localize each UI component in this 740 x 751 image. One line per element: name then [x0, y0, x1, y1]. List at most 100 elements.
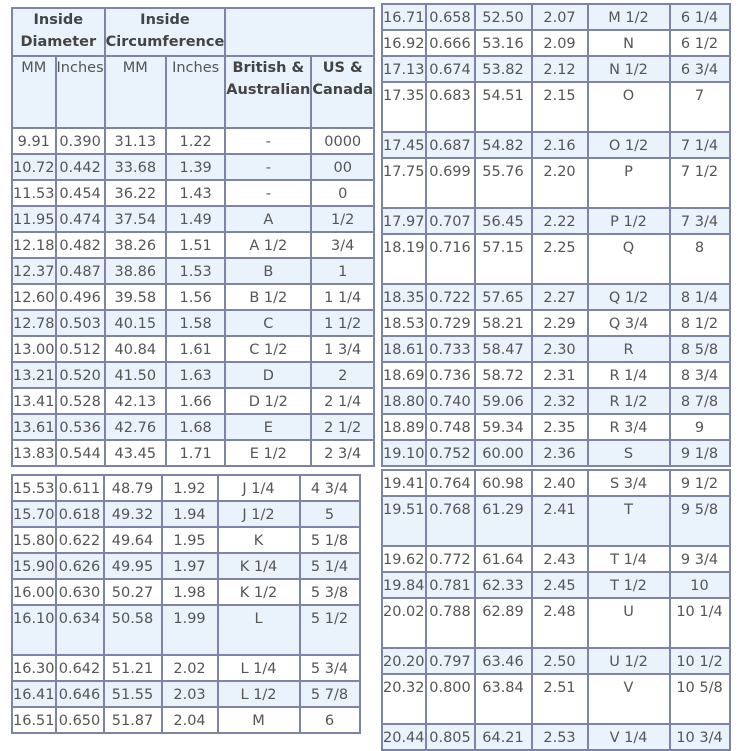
circumference-inches-cell: 1.97 — [160, 552, 219, 580]
british-size-cell: - — [224, 179, 313, 207]
circumference-inches-cell: 1.49 — [164, 205, 227, 233]
table-row: 13.41 0.528 42.13 1.66 D 1/2 2 1/4 — [11, 387, 376, 415]
circumference-inches-cell: 1.98 — [160, 578, 219, 606]
header-diameter-mm: MM — [11, 55, 57, 129]
british-size-cell: T 1/4 — [586, 545, 671, 573]
circumference-mm-cell: 60.98 — [473, 469, 533, 497]
diameter-inches-cell: 0.699 — [424, 157, 476, 209]
circumference-inches-cell: 2.31 — [530, 361, 589, 389]
diameter-inches-cell: 0.666 — [424, 29, 476, 57]
diameter-inches-cell: 0.496 — [54, 283, 106, 311]
circumference-inches-cell: 2.53 — [530, 723, 589, 751]
british-size-cell: K 1/4 — [216, 552, 301, 580]
circumference-inches-cell: 2.03 — [160, 680, 219, 708]
british-size-cell: N — [586, 29, 671, 57]
circumference-inches-cell: 1.71 — [164, 439, 227, 467]
diameter-mm-cell: 13.21 — [11, 361, 57, 389]
circumference-mm-cell: 37.54 — [103, 205, 168, 233]
diameter-inches-cell: 0.805 — [424, 723, 476, 751]
circumference-mm-cell: 42.76 — [103, 413, 168, 441]
us-size-cell: 1/2 — [310, 205, 376, 233]
us-size-cell: 10 5/8 — [668, 673, 731, 725]
circumference-mm-cell: 33.68 — [103, 153, 168, 181]
british-size-cell: - — [224, 153, 313, 181]
circumference-inches-cell: 1.58 — [164, 309, 227, 337]
us-size-cell: 5 1/4 — [298, 552, 361, 580]
us-size-cell: 3/4 — [310, 231, 376, 259]
us-size-cell: 7 1/4 — [668, 131, 731, 159]
table-row: 11.53 0.454 36.22 1.43-0 — [11, 179, 376, 207]
diameter-mm-cell: 18.53 — [381, 309, 427, 337]
british-size-cell: R 1/4 — [586, 361, 671, 389]
diameter-inches-cell: 0.474 — [54, 205, 106, 233]
us-size-cell: 8 3/4 — [668, 361, 731, 389]
us-size-cell: 6 — [298, 706, 361, 734]
table-row: 16.00 0.630 50.27 1.98 K 1/2 5 3/8 — [11, 578, 361, 606]
diameter-mm-cell: 19.51 — [381, 495, 427, 547]
circumference-inches-cell: 1.68 — [164, 413, 227, 441]
table-row: 17.97 0.707 56.45 2.22 P 1/2 7 3/4 — [381, 207, 731, 235]
diameter-inches-cell: 0.454 — [54, 179, 106, 207]
diameter-inches-cell: 0.736 — [424, 361, 476, 389]
diameter-inches-cell: 0.658 — [424, 3, 476, 31]
british-size-cell: R 3/4 — [586, 413, 671, 441]
us-size-cell: 5 — [298, 500, 361, 528]
circumference-mm-cell: 48.79 — [102, 474, 163, 502]
table-row: 16.51 0.650 51.87 2.04 M 6 — [11, 706, 361, 734]
diameter-mm-cell: 11.95 — [11, 205, 57, 233]
british-size-cell: R — [586, 335, 671, 363]
diameter-inches-cell: 0.772 — [424, 545, 476, 573]
diameter-mm-cell: 15.80 — [11, 526, 57, 554]
diameter-inches-cell: 0.487 — [54, 257, 106, 285]
british-size-cell: - — [224, 127, 313, 155]
diameter-mm-cell: 12.37 — [11, 257, 57, 285]
table-row: 17.45 0.687 54.82 2.16 O 1/2 7 1/4 — [381, 131, 731, 159]
circumference-inches-cell: 1.94 — [160, 500, 219, 528]
british-size-cell: V — [586, 673, 671, 725]
diameter-mm-cell: 9.91 — [11, 127, 57, 155]
us-size-cell: 6 1/4 — [668, 3, 731, 31]
us-size-cell: 0000 — [310, 127, 376, 155]
diameter-inches-cell: 0.733 — [424, 335, 476, 363]
circumference-mm-cell: 59.34 — [473, 413, 533, 441]
us-size-cell: 9 1/8 — [668, 439, 731, 467]
circumference-inches-cell: 2.51 — [530, 673, 589, 725]
diameter-inches-cell: 0.630 — [54, 578, 105, 606]
diameter-mm-cell: 12.78 — [11, 309, 57, 337]
ring-size-table-section-3: 16.71 0.658 52.50 2.07 M 1/2 6 1/4 16.92 0.666 5… — [381, 3, 731, 467]
diameter-mm-cell: 13.00 — [11, 335, 57, 363]
diameter-mm-cell: 18.80 — [381, 387, 427, 415]
diameter-mm-cell: 13.41 — [11, 387, 57, 415]
diameter-inches-cell: 0.768 — [424, 495, 476, 547]
circumference-mm-cell: 49.95 — [102, 552, 163, 580]
us-size-cell: 6 1/2 — [668, 29, 731, 57]
diameter-inches-cell: 0.800 — [424, 673, 476, 725]
table-row: 16.30 0.642 51.21 2.02 L 1/4 5 3/4 — [11, 654, 361, 682]
diameter-inches-cell: 0.729 — [424, 309, 476, 337]
diameter-inches-cell: 0.618 — [54, 500, 105, 528]
circumference-mm-cell: 39.58 — [103, 283, 168, 311]
table-row: 18.89 0.748 59.34 2.35 R 3/4 9 — [381, 413, 731, 441]
british-size-cell: J 1/2 — [216, 500, 301, 528]
diameter-inches-cell: 0.622 — [54, 526, 105, 554]
circumference-inches-cell: 2.27 — [530, 283, 589, 311]
us-size-cell: 5 3/8 — [298, 578, 361, 606]
table-row: 15.70 0.618 49.32 1.94 J 1/2 5 — [11, 500, 361, 528]
diameter-mm-cell: 17.45 — [381, 131, 427, 159]
diameter-inches-cell: 0.722 — [424, 283, 476, 311]
us-size-cell: 9 3/4 — [668, 545, 731, 573]
table-row: 18.80 0.740 59.06 2.32 R 1/2 8 7/8 — [381, 387, 731, 415]
table-row: 15.90 0.626 49.95 1.97 K 1/4 5 1/4 — [11, 552, 361, 580]
british-size-cell: B — [224, 257, 313, 285]
circumference-mm-cell: 61.64 — [473, 545, 533, 573]
british-size-cell: N 1/2 — [586, 55, 671, 83]
circumference-inches-cell: 1.66 — [164, 387, 227, 415]
circumference-mm-cell: 50.27 — [102, 578, 163, 606]
circumference-mm-cell: 55.76 — [473, 157, 533, 209]
diameter-mm-cell: 10.72 — [11, 153, 57, 181]
table-row: 16.92 0.666 53.16 2.09 N 6 1/2 — [381, 29, 731, 57]
diameter-mm-cell: 17.35 — [381, 81, 427, 133]
diameter-mm-cell: 18.35 — [381, 283, 427, 311]
circumference-inches-cell: 2.48 — [530, 597, 589, 649]
header-us-canada: US & Canada — [310, 55, 376, 129]
